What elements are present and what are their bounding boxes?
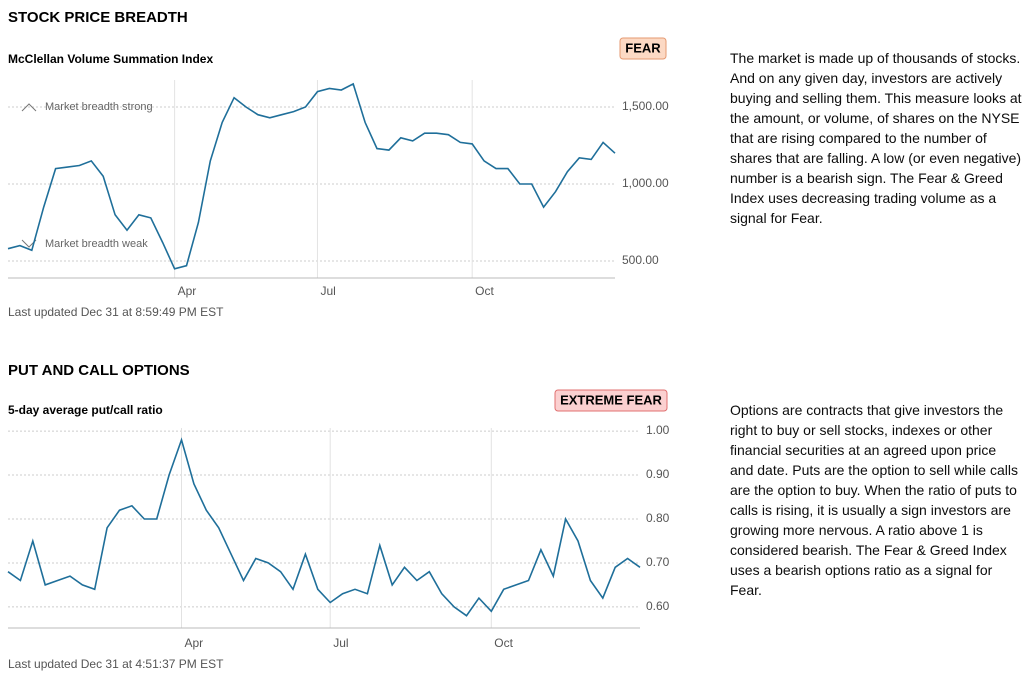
y-tick-label: 0.60: [646, 599, 670, 613]
y-tick-label: 0.70: [646, 555, 670, 569]
y-tick-label: 0.80: [646, 511, 670, 525]
y-tick-label: 1.00: [646, 423, 670, 437]
description: Options are contracts that give investor…: [730, 402, 1018, 598]
annotation-icon: [21, 103, 37, 112]
badge-label: FEAR: [625, 40, 661, 55]
y-tick-label: 1,500.00: [622, 99, 669, 113]
chart-subtitle: 5-day average put/call ratio: [8, 403, 163, 417]
annotation: Market breadth weak: [45, 238, 148, 250]
x-tick-label: Oct: [494, 636, 513, 650]
description: The market is made up of thousands of st…: [730, 50, 1022, 226]
last-updated: Last updated Dec 31 at 8:59:49 PM EST: [8, 305, 224, 319]
x-tick-label: Jul: [333, 636, 348, 650]
section-title: STOCK PRICE BREADTH: [8, 9, 188, 26]
y-tick-label: 500.00: [622, 253, 659, 267]
annotation: Market breadth strong: [45, 101, 153, 113]
x-tick-label: Apr: [184, 636, 203, 650]
last-updated: Last updated Dec 31 at 4:51:37 PM EST: [8, 657, 224, 671]
x-tick-label: Jul: [320, 284, 335, 298]
y-tick-label: 0.90: [646, 467, 670, 481]
line-series: [7, 437, 641, 617]
badge-label: EXTREME FEAR: [560, 392, 662, 407]
chart-subtitle: McClellan Volume Summation Index: [8, 52, 213, 66]
x-tick-label: Oct: [475, 284, 494, 298]
y-tick-label: 1,000.00: [622, 176, 669, 190]
line-series: [7, 82, 616, 270]
x-tick-label: Apr: [178, 284, 197, 298]
badge: [619, 37, 667, 60]
section-title: PUT AND CALL OPTIONS: [8, 362, 190, 379]
badge: [554, 389, 668, 412]
